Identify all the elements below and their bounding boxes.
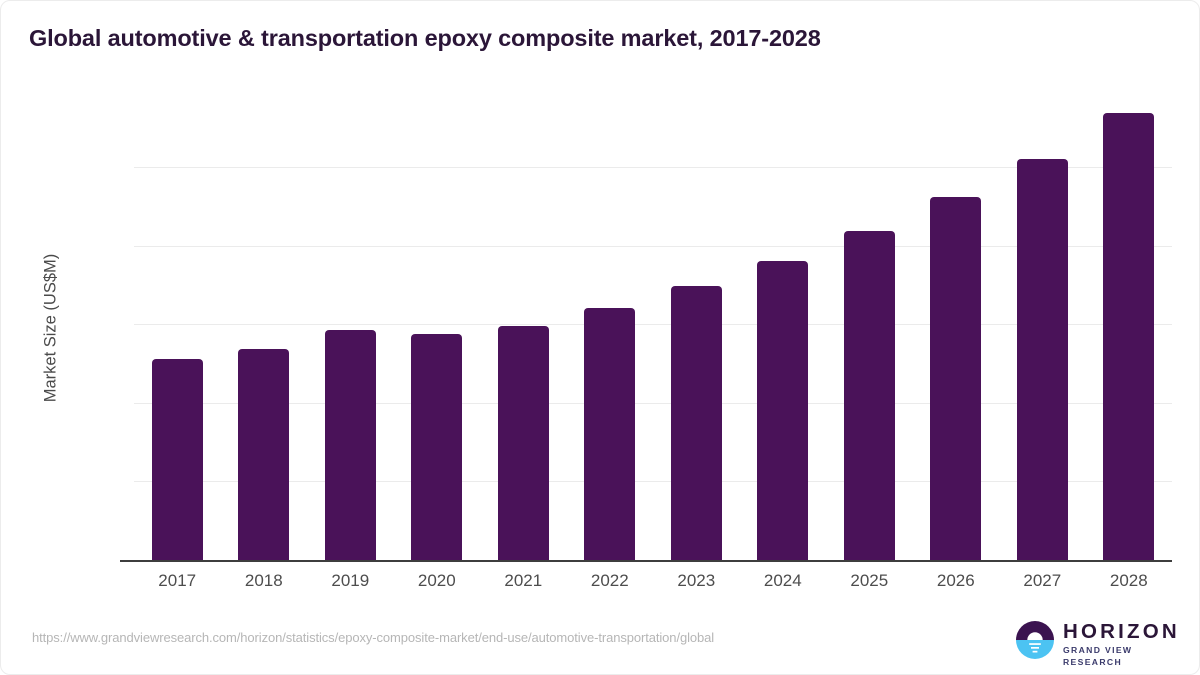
x-axis-tick-label-2017: 2017 — [158, 571, 197, 590]
x-axis-tick-label-2024: 2024 — [763, 571, 802, 590]
bar-2027[interactable] — [1016, 159, 1068, 560]
page-title: Global automotive & transportation epoxy… — [29, 25, 821, 51]
horizon-logo-text: HORIZON GRAND VIEW RESEARCH — [1063, 621, 1180, 668]
bar-2021[interactable] — [497, 325, 549, 560]
horizon-logo-mark-icon — [1016, 621, 1054, 659]
x-axis-tick-label-2025: 2025 — [850, 571, 889, 590]
gridline — [134, 166, 1172, 168]
x-axis-tick-label-2027: 2027 — [1023, 571, 1062, 590]
plot-area: Market Size (US$M) 02.5k5k7.5k10k12.5k 2… — [42, 97, 1172, 590]
bar-2025[interactable] — [843, 231, 895, 560]
x-axis-tick-label-2026: 2026 — [936, 571, 975, 590]
x-axis-tick-label-2028: 2028 — [1109, 571, 1148, 590]
x-axis-tick-label-2023: 2023 — [677, 571, 716, 590]
x-axis-tick-label-2022: 2022 — [590, 571, 629, 590]
gridline — [134, 481, 1172, 483]
bar-2028[interactable] — [1103, 113, 1155, 560]
x-axis-tick-label-2018: 2018 — [244, 571, 283, 590]
bar-2019[interactable] — [324, 330, 376, 560]
x-axis-tick-label-2019: 2019 — [331, 571, 370, 590]
horizon-logo[interactable]: HORIZON GRAND VIEW RESEARCH — [1011, 617, 1177, 667]
logo-tagline: GRAND VIEW RESEARCH — [1063, 645, 1133, 667]
bar-2020[interactable] — [411, 333, 463, 560]
x-axis-tick-label-2020: 2020 — [417, 571, 456, 590]
x-axis-tick-label-2021: 2021 — [504, 571, 543, 590]
logo-wordmark: HORIZON — [1063, 620, 1180, 643]
bar-2023[interactable] — [670, 286, 722, 560]
gridline — [134, 324, 1172, 326]
bar-2018[interactable] — [238, 349, 290, 560]
x-axis-line — [120, 560, 1172, 562]
bar-2017[interactable] — [151, 358, 203, 560]
source-url-link[interactable]: https://www.grandviewresearch.com/horizo… — [32, 630, 715, 645]
bar-2022[interactable] — [584, 308, 636, 560]
y-axis-title: Market Size (US$M) — [41, 253, 60, 403]
gridline — [134, 245, 1172, 247]
bar-2026[interactable] — [930, 196, 982, 560]
gridline — [134, 402, 1172, 404]
bar-2024[interactable] — [757, 261, 809, 560]
